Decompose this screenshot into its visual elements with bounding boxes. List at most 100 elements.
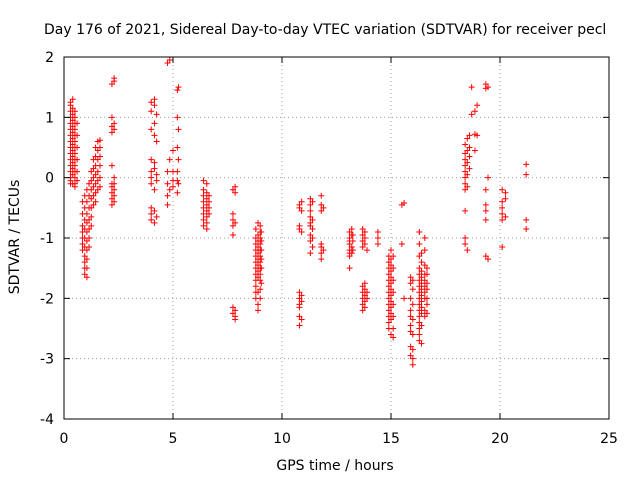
data-point xyxy=(88,195,95,202)
data-point xyxy=(200,210,207,217)
data-point xyxy=(364,295,371,302)
data-point xyxy=(421,247,428,254)
data-point xyxy=(471,108,478,115)
data-point xyxy=(388,304,394,311)
data-point xyxy=(499,210,506,217)
data-point xyxy=(409,355,416,362)
data-point xyxy=(423,310,430,317)
data-point xyxy=(421,283,428,290)
x-tick-label: 0 xyxy=(60,431,69,447)
data-point xyxy=(69,123,76,130)
data-point xyxy=(257,241,264,248)
data-point xyxy=(307,250,314,257)
data-point xyxy=(108,162,115,169)
data-point xyxy=(398,241,405,248)
data-point xyxy=(111,174,118,181)
data-point xyxy=(307,213,314,220)
data-point xyxy=(464,159,471,166)
data-point xyxy=(466,132,473,139)
data-point xyxy=(83,265,90,272)
data-point xyxy=(418,286,425,293)
data-point xyxy=(257,286,264,293)
data-point xyxy=(418,340,425,347)
data-point xyxy=(416,295,423,302)
data-point xyxy=(151,186,158,193)
data-point xyxy=(151,120,158,127)
data-point xyxy=(385,259,392,266)
data-point xyxy=(309,225,316,232)
data-point xyxy=(361,235,368,241)
y-tick-label: -1 xyxy=(40,231,54,247)
data-point xyxy=(86,225,93,232)
data-point xyxy=(499,186,506,193)
data-point xyxy=(464,171,471,178)
data-point xyxy=(416,241,423,248)
data-point xyxy=(258,256,265,263)
data-point xyxy=(361,241,368,248)
data-point xyxy=(203,195,210,202)
data-point xyxy=(423,301,430,308)
data-point xyxy=(390,313,397,320)
data-point xyxy=(296,304,303,311)
data-point xyxy=(69,117,76,124)
data-point xyxy=(108,183,115,190)
data-point xyxy=(111,198,118,205)
data-point xyxy=(359,231,366,238)
data-point xyxy=(423,286,430,293)
data-point xyxy=(81,253,88,260)
data-point xyxy=(164,60,171,67)
data-point xyxy=(74,177,81,184)
data-point xyxy=(482,207,489,214)
data-point xyxy=(318,192,325,199)
data-point xyxy=(170,147,176,154)
data-point xyxy=(203,180,210,187)
data-point xyxy=(416,313,423,320)
data-point xyxy=(421,307,428,314)
data-point xyxy=(74,144,81,151)
data-point xyxy=(482,216,489,223)
data-point xyxy=(200,204,207,211)
data-point xyxy=(83,228,90,235)
data-point xyxy=(148,99,155,106)
data-point xyxy=(86,216,93,223)
data-point xyxy=(318,250,325,257)
data-point xyxy=(255,289,262,296)
data-point xyxy=(94,168,101,175)
data-point xyxy=(108,195,115,202)
data-point xyxy=(257,253,264,260)
data-point xyxy=(462,174,469,181)
data-point xyxy=(418,274,425,281)
data-point xyxy=(418,292,425,299)
data-point xyxy=(307,201,314,208)
data-point xyxy=(485,256,492,263)
data-point xyxy=(255,219,262,226)
data-point xyxy=(94,147,101,154)
data-point xyxy=(153,138,160,145)
data-point xyxy=(346,241,353,248)
data-point xyxy=(151,102,158,109)
data-point xyxy=(258,238,265,245)
data-point xyxy=(232,316,239,323)
data-point xyxy=(257,271,264,278)
data-point xyxy=(255,268,262,275)
x-tick-label: 10 xyxy=(273,431,291,447)
data-point xyxy=(296,204,303,211)
data-point xyxy=(349,238,356,245)
data-point xyxy=(388,256,394,263)
data-point xyxy=(92,189,99,196)
data-point xyxy=(81,271,88,278)
data-point xyxy=(388,280,394,287)
data-point xyxy=(174,189,181,196)
data-point xyxy=(309,216,316,223)
data-point xyxy=(148,168,155,175)
data-point xyxy=(385,283,392,290)
data-point xyxy=(166,186,173,193)
data-point xyxy=(296,289,303,296)
data-point xyxy=(229,186,236,193)
data-point xyxy=(385,295,392,302)
data-point xyxy=(409,286,416,293)
data-point xyxy=(407,307,414,314)
data-point xyxy=(409,346,416,353)
data-point xyxy=(151,219,158,226)
